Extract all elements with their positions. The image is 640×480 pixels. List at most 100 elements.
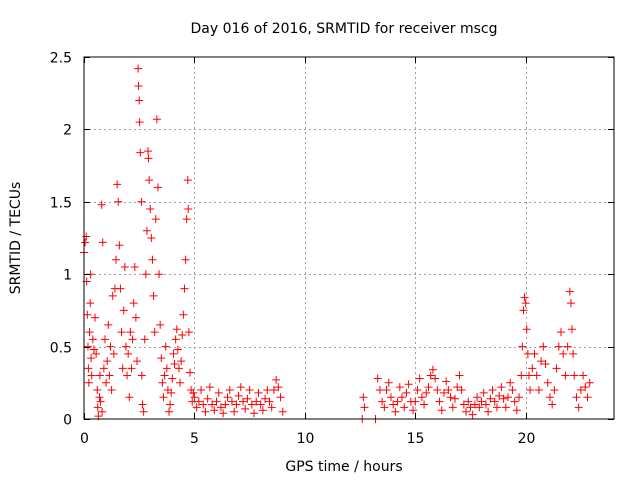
data-point <box>100 335 109 344</box>
data-point <box>182 215 191 224</box>
data-point <box>181 255 190 264</box>
data-point <box>518 342 527 351</box>
data-point <box>453 383 462 392</box>
data-point <box>395 383 404 392</box>
data-point <box>174 364 183 373</box>
data-point <box>155 270 164 279</box>
data-point <box>199 400 208 409</box>
data-point <box>455 371 464 380</box>
data-point <box>148 255 157 264</box>
data-point <box>524 371 533 380</box>
data-point <box>99 364 108 373</box>
data-point <box>159 393 168 402</box>
data-point <box>89 345 98 354</box>
data-point <box>221 400 230 409</box>
x-tick-label: 5 <box>190 431 199 447</box>
data-point <box>173 345 182 354</box>
data-point <box>115 241 124 250</box>
data-point <box>583 393 592 402</box>
data-point <box>130 262 139 271</box>
data-point <box>177 357 186 366</box>
data-point <box>106 342 115 351</box>
data-point <box>481 400 490 409</box>
data-point <box>572 393 581 402</box>
data-point <box>97 200 106 209</box>
data-point <box>168 374 177 383</box>
x-tick-label: 15 <box>407 431 425 447</box>
data-point <box>537 357 546 366</box>
data-point <box>116 284 125 293</box>
data-point <box>495 391 504 400</box>
data-point <box>197 386 206 395</box>
data-point <box>512 406 521 415</box>
chart-title: Day 016 of 2016, SRMTID for receiver msc… <box>191 21 498 37</box>
data-point <box>541 359 550 368</box>
data-point <box>457 386 466 395</box>
data-point <box>210 406 219 415</box>
data-point <box>152 115 161 124</box>
data-point <box>230 407 239 416</box>
data-point <box>466 403 475 412</box>
data-point <box>216 403 225 412</box>
data-point <box>123 371 132 380</box>
data-point <box>510 397 519 406</box>
data-point <box>477 397 486 406</box>
data-point <box>468 410 477 419</box>
data-point <box>256 400 265 409</box>
data-point <box>151 215 160 224</box>
data-point <box>133 357 141 366</box>
data-point <box>141 270 150 279</box>
data-point <box>570 371 579 380</box>
y-tick-label: 0 <box>63 413 72 429</box>
data-point <box>515 393 524 402</box>
data-point <box>574 403 583 412</box>
plot-frame <box>83 56 615 420</box>
data-point <box>88 335 97 344</box>
data-point <box>576 386 585 395</box>
data-point <box>497 383 506 392</box>
data-point <box>501 403 510 412</box>
data-point <box>121 342 130 351</box>
data-point <box>420 400 429 409</box>
x-tick-label: 20 <box>518 431 536 447</box>
y-tick-label: 1 <box>63 268 72 284</box>
data-point <box>102 378 111 387</box>
data-point <box>107 386 116 395</box>
y-tick-label: 2 <box>63 123 72 139</box>
data-point <box>144 147 153 156</box>
data-point <box>479 388 488 397</box>
data-point <box>147 234 156 242</box>
data-point <box>446 393 455 402</box>
data-point <box>91 313 100 322</box>
data-point <box>254 388 263 397</box>
data-point <box>499 394 508 403</box>
data-point <box>184 328 193 337</box>
data-point <box>137 197 146 206</box>
data-point <box>108 291 117 300</box>
data-points <box>80 64 594 423</box>
data-point <box>250 409 259 418</box>
data-point <box>161 342 170 351</box>
data-point <box>223 393 232 402</box>
data-point <box>247 400 256 409</box>
data-point <box>166 400 175 409</box>
data-point <box>142 226 151 235</box>
data-point <box>550 386 559 395</box>
data-point <box>437 406 446 415</box>
x-tick-label: 10 <box>297 431 315 447</box>
data-point <box>172 325 181 334</box>
data-point <box>162 364 171 373</box>
data-point <box>451 394 459 403</box>
data-point <box>128 335 137 344</box>
data-point <box>552 364 561 373</box>
data-point <box>245 386 254 395</box>
data-point <box>522 325 531 334</box>
data-point <box>239 397 247 406</box>
data-point <box>490 397 499 406</box>
data-point <box>112 255 121 264</box>
data-point <box>274 383 283 392</box>
data-point <box>422 388 431 397</box>
data-point <box>532 371 541 380</box>
data-point <box>241 404 250 413</box>
data-point <box>137 371 146 380</box>
